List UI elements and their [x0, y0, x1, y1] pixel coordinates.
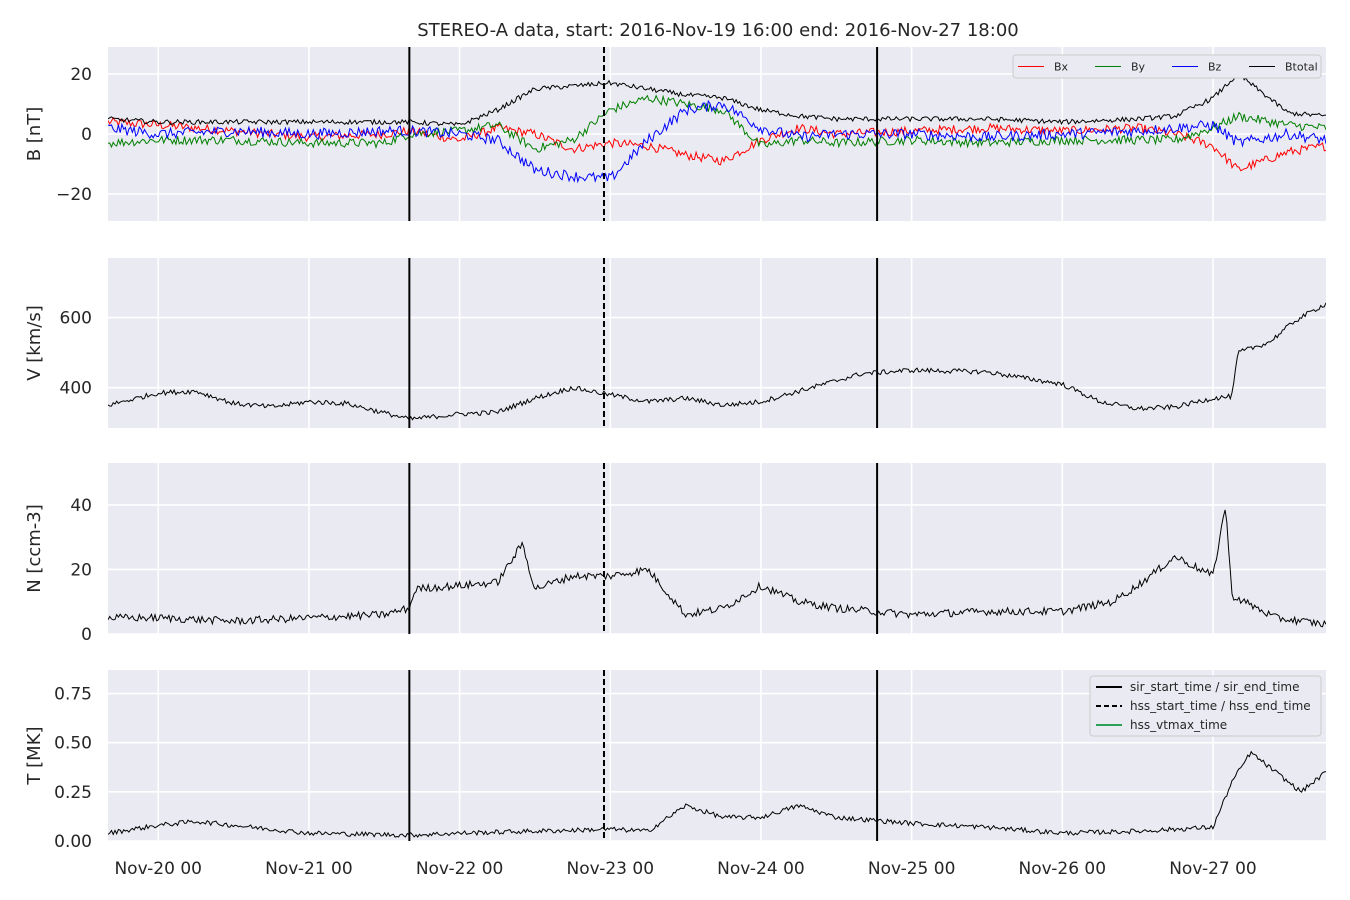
x-tick-label: Nov-20 00 [114, 859, 202, 879]
legend-box [1012, 54, 1322, 79]
panel-t: 0.00 0.25 0.50 0.75 T [MK] sir_start_time / s… [24, 670, 1326, 852]
series-by-line [108, 94, 1326, 153]
y-tick-label: 0.00 [54, 832, 92, 852]
y-tick-label: −20 [56, 185, 92, 205]
legend-label: By [1131, 61, 1146, 74]
panel-v: 400 600 V [km/s] [24, 258, 1326, 428]
chart-title: STEREO-A data, start: 2016-Nov-19 16:00 … [417, 20, 1018, 41]
x-tick-label: Nov-23 00 [567, 859, 655, 879]
x-tick-label: Nov-21 00 [265, 859, 353, 879]
plot-background [108, 258, 1326, 428]
y-tick-label: 600 [60, 309, 92, 329]
panel-b: −20 0 20 B [nT] Bx By Bz Btotal [24, 47, 1326, 221]
panel-n: 0 20 40 N [ccm-3] [24, 463, 1326, 645]
legend-box [1089, 675, 1322, 737]
series-group [108, 72, 1326, 184]
x-tick-label: Nov-25 00 [868, 859, 956, 879]
series-v-line [108, 302, 1326, 421]
y-tick-label: 0.75 [54, 685, 92, 705]
legend-label: Bz [1208, 61, 1222, 74]
y-axis-label: N [ccm-3] [24, 504, 45, 593]
y-tick-label: 20 [70, 65, 92, 85]
plot-background [108, 463, 1326, 634]
legend-label: hss_vtmax_time [1130, 718, 1227, 732]
series-group [108, 509, 1326, 628]
x-tick-label: Nov-22 00 [416, 859, 504, 879]
legend-label: Bx [1054, 61, 1069, 74]
series-btotal-line [108, 72, 1326, 127]
y-tick-label: 0 [81, 125, 92, 145]
legend-label: Btotal [1285, 61, 1318, 74]
y-tick-label: 20 [70, 560, 92, 580]
y-tick-label: 0 [81, 625, 92, 645]
y-axis-label: B [nT] [24, 107, 45, 162]
y-tick-label: 0.25 [54, 783, 92, 803]
series-t-line [108, 750, 1326, 838]
y-tick-label: 400 [60, 379, 92, 399]
y-axis-label: V [km/s] [24, 305, 45, 380]
y-axis-label: T [MK] [24, 726, 45, 785]
y-tick-label: 40 [70, 496, 92, 516]
legend-label: hss_start_time / hss_end_time [1130, 699, 1311, 713]
series-n-line [108, 509, 1326, 628]
x-tick-label: Nov-24 00 [717, 859, 805, 879]
legend-label: sir_start_time / sir_end_time [1130, 680, 1300, 694]
series-bx-line [108, 116, 1326, 172]
series-group [108, 750, 1326, 838]
series-group [108, 302, 1326, 421]
x-tick-label: Nov-27 00 [1169, 859, 1257, 879]
series-bz-line [108, 99, 1326, 184]
x-tick-label: Nov-26 00 [1019, 859, 1107, 879]
y-tick-label: 0.50 [54, 734, 92, 754]
